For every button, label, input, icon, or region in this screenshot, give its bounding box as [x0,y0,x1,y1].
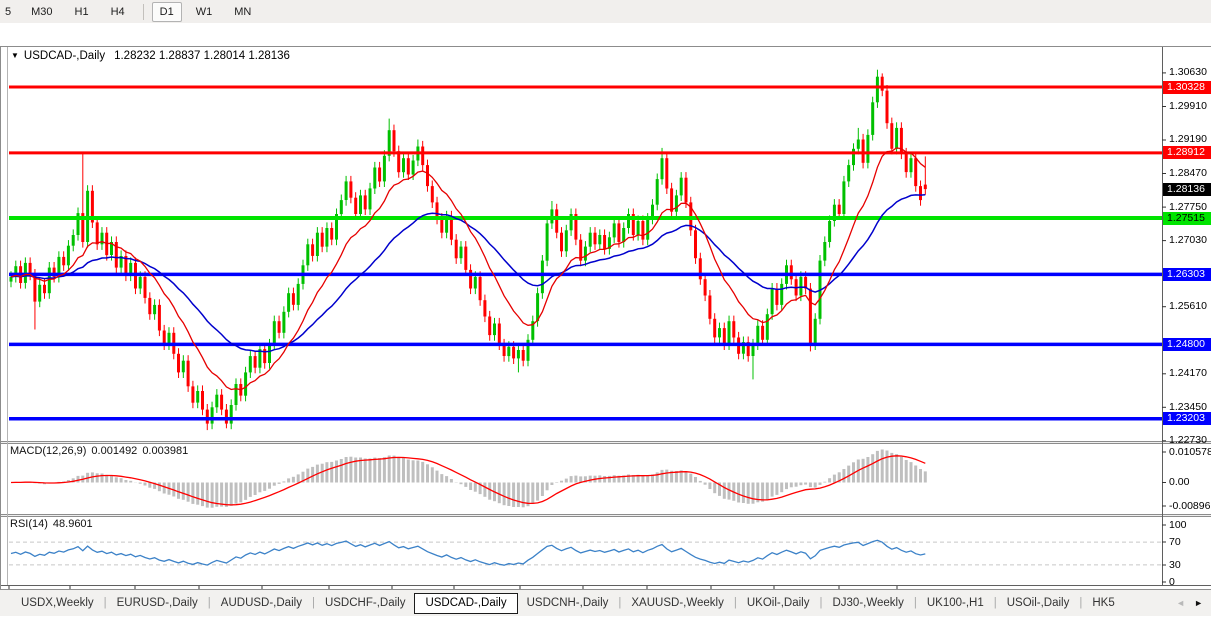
tab-divider: | [103,597,107,609]
candles-layer [9,69,927,431]
tab-divider: | [733,597,737,609]
chart-tab-hk5[interactable]: HK5 [1092,597,1115,609]
tab-scroll-left-icon[interactable]: ◄ [1176,598,1186,608]
chart-tab-usdx-weekly[interactable]: USDX,Weekly [21,597,94,609]
timeframe-toolbar: 5 M30 H1 H4 D1 W1 MN [0,0,1211,23]
tab-divider: | [913,597,917,609]
chart-tab-uk100-h1[interactable]: UK100-,H1 [926,597,984,609]
chart-tab-bar: USDX,Weekly | EURUSD-,Daily | AUDUSD-,Daily |… [0,589,1211,616]
ma-fast-line [10,147,926,391]
tab-divider: | [993,597,997,609]
timeframe-button-w1[interactable]: W1 [195,5,213,18]
rsi-levels [9,541,1162,566]
chart-window: ▼ USDCAD-,Daily 1.28232 1.28837 1.28014 1.… [0,23,1211,612]
chart-tab-ukoil-daily[interactable]: UKOil-,Daily [746,597,810,609]
chart-tab-xauusd-weekly[interactable]: XAUUSD-,Weekly [631,597,724,609]
tab-divider: | [819,597,823,609]
tab-divider: | [1079,597,1083,609]
ma-slow-line [10,194,926,353]
chart-tab-dj30-weekly[interactable]: DJ30-,Weekly [832,597,904,609]
tab-divider: | [618,597,622,609]
chart-tab-usoil-daily[interactable]: USOil-,Daily [1006,597,1070,609]
toolbar-separator [142,3,144,20]
macd-signal-line [10,455,926,506]
timeframe-button-h4[interactable]: H4 [110,5,125,18]
chart-tab-eurusd-daily[interactable]: EURUSD-,Daily [116,597,198,609]
chart-tab-usdcad-daily[interactable]: USDCAD-,Daily [414,592,518,614]
support-resistance-lines [9,85,1162,421]
chart-tab-usdcnh-daily[interactable]: USDCNH-,Daily [526,597,609,609]
tab-divider: | [207,597,211,609]
axis-tick-marks [8,72,1166,590]
timeframe-button-5[interactable]: 5 [5,5,12,18]
chart-tab-usdchf-daily[interactable]: USDCHF-,Daily [324,597,406,609]
panel-borders [0,46,1211,612]
timeframe-button-d1[interactable]: D1 [151,1,182,22]
chart-tab-audusd-daily[interactable]: AUDUSD-,Daily [220,597,302,609]
tab-scroll-arrows: ◄ ► [1176,598,1211,608]
timeframe-button-h1[interactable]: H1 [74,5,89,18]
timeframe-button-mn[interactable]: MN [234,5,252,18]
rsi-line [10,539,926,566]
tab-divider: | [311,597,315,609]
timeframe-button-m30[interactable]: M30 [31,5,53,18]
tab-scroll-right-icon[interactable]: ► [1194,598,1203,608]
price-chart-svg [0,46,1211,612]
